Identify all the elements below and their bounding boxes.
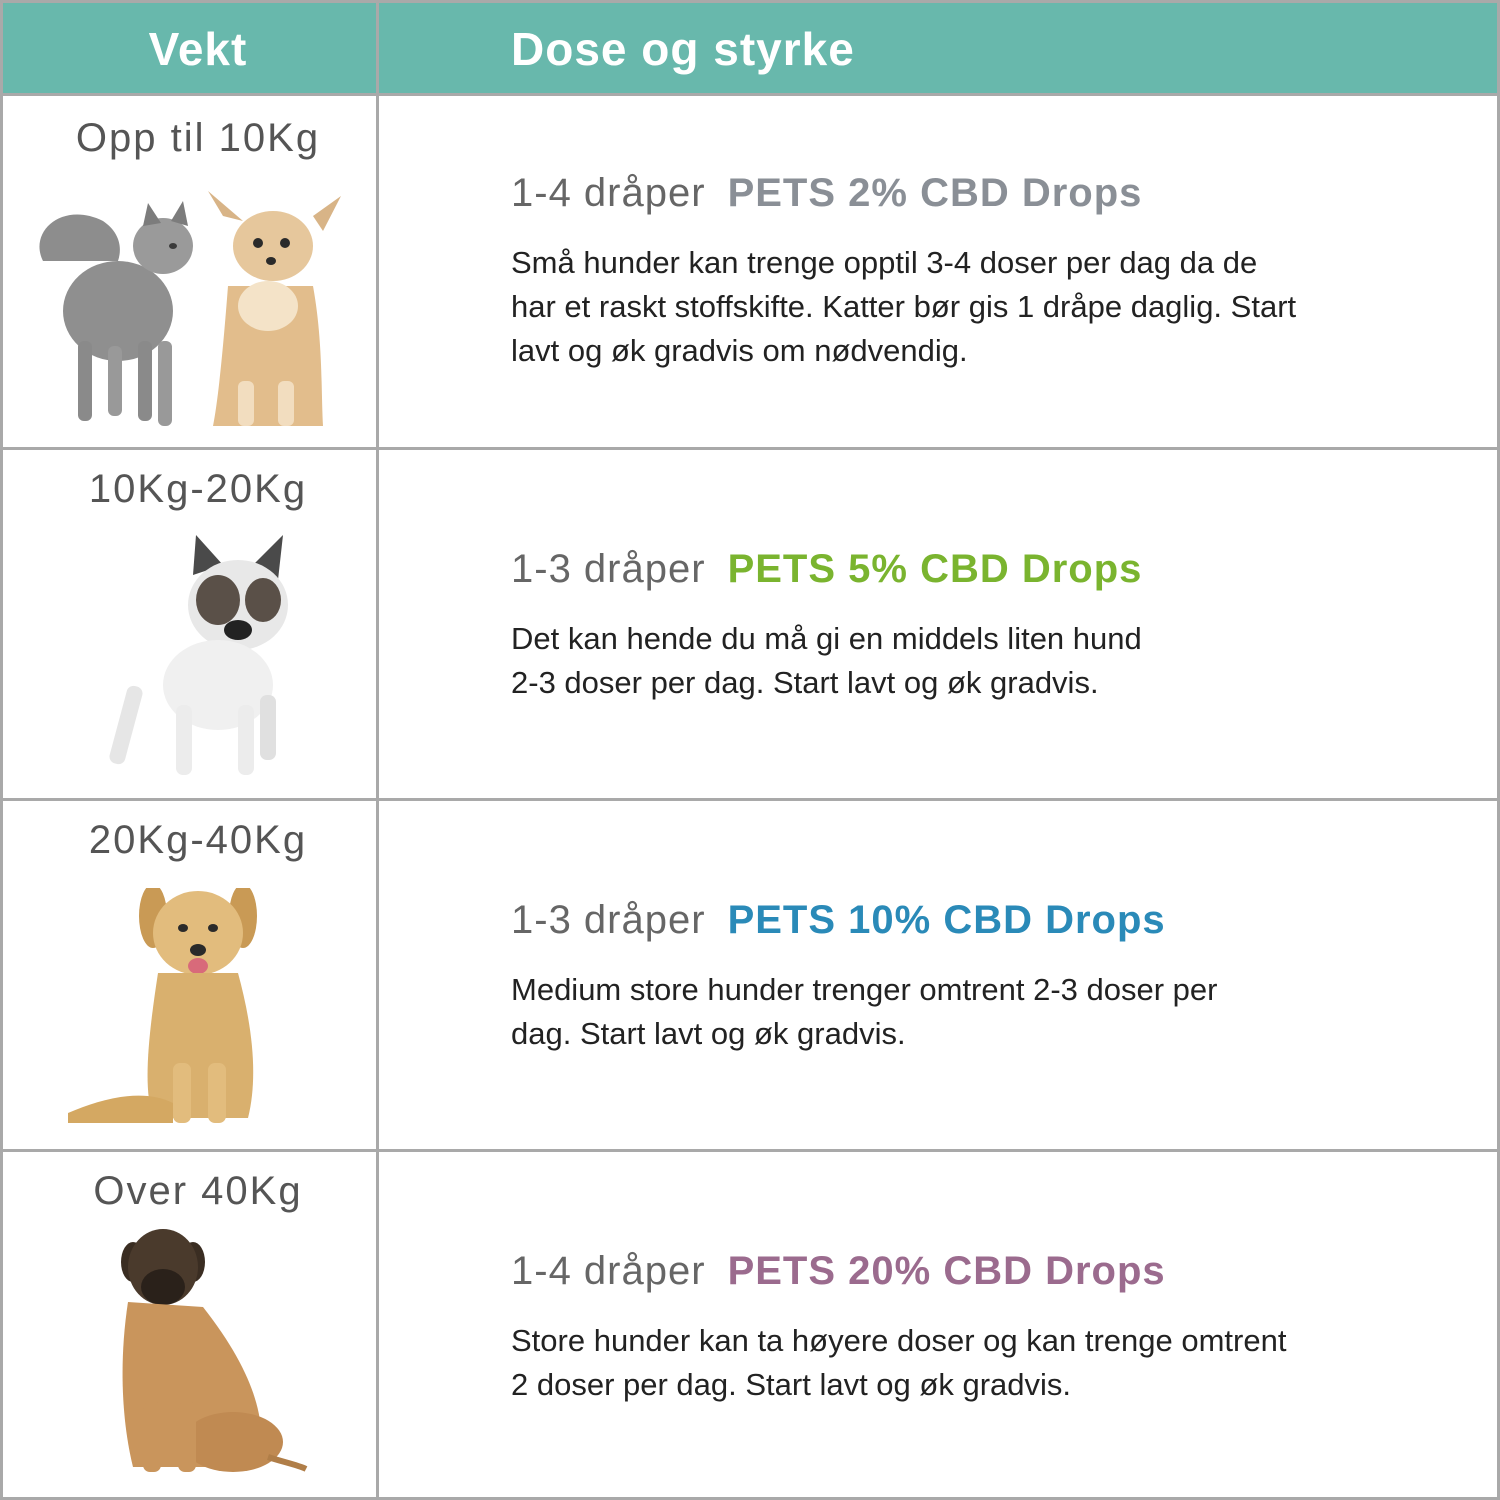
mastiff-icon <box>121 1229 308 1472</box>
header-weight: Vekt <box>148 23 248 75</box>
description-line: dag. Start lavt og øk gradvis. <box>511 1016 906 1051</box>
dose-line: 1-4 dråper PETS 2% CBD Drops <box>511 171 1142 216</box>
table-row: Over 40Kg 1-4 dråper PETS 20% CBD Drops S… <box>0 1149 1500 1500</box>
description-line: Medium store hunder trenger omtrent 2-3 … <box>511 972 1218 1007</box>
description-line: lavt og øk gradvis om nødvendig. <box>511 333 968 368</box>
drops-label: 1-4 dråper <box>511 1249 706 1293</box>
description-line: Små hunder kan trenge opptil 3-4 doser p… <box>511 245 1258 280</box>
table-row: 20Kg-40Kg 1-3 dråper PETS 10% CBD Drops M… <box>0 798 1500 1152</box>
column-divider <box>376 1149 379 1497</box>
product-name: PETS 5% CBD Drops <box>727 547 1143 591</box>
product-name: PETS 2% CBD Drops <box>727 171 1143 215</box>
table-header: Vekt Dose og styrke <box>0 0 1500 96</box>
golden-retriever-icon <box>68 888 257 1123</box>
dose-line: 1-3 dråper PETS 10% CBD Drops <box>511 898 1166 943</box>
drops-label: 1-4 dråper <box>511 171 706 215</box>
drops-label: 1-3 dråper <box>511 898 706 942</box>
weight-label: Opp til 10Kg <box>75 116 321 160</box>
column-divider <box>376 798 379 1149</box>
french-bulldog-icon <box>109 535 288 775</box>
weight-label: Over 40Kg <box>93 1169 303 1213</box>
dose-description: Store hunder kan ta høyere doser og kan … <box>511 1319 1391 1407</box>
description-line: 2 doser per dag. Start lavt og øk gradvi… <box>511 1367 1071 1402</box>
weight-label: 20Kg-40Kg <box>88 818 308 862</box>
description-line: Det kan hende du må gi en middels liten … <box>511 621 1142 656</box>
mastiff-image <box>121 1229 308 1472</box>
cat-and-chihuahua-image <box>39 191 341 426</box>
dose-description: Det kan hende du må gi en middels liten … <box>511 617 1391 705</box>
cat-icon <box>39 201 193 426</box>
chihuahua-icon <box>208 191 341 426</box>
drops-label: 1-3 dråper <box>511 547 706 591</box>
header-dose: Dose og styrke <box>511 23 855 75</box>
product-name: PETS 20% CBD Drops <box>727 1249 1166 1293</box>
column-divider <box>376 447 379 798</box>
column-divider <box>376 3 379 93</box>
golden-retriever-image <box>68 888 257 1123</box>
table-row: Opp til 10Kg <box>0 96 1500 450</box>
french-bulldog-image <box>109 535 288 775</box>
description-line: har et raskt stoffskifte. Katter bør gis… <box>511 289 1297 324</box>
column-divider <box>376 96 379 447</box>
description-line: 2-3 doser per dag. Start lavt og øk grad… <box>511 665 1099 700</box>
dose-line: 1-3 dråper PETS 5% CBD Drops <box>511 547 1142 592</box>
dose-line: 1-4 dråper PETS 20% CBD Drops <box>511 1249 1166 1294</box>
description-line: Store hunder kan ta høyere doser og kan … <box>511 1323 1287 1358</box>
dose-description: Små hunder kan trenge opptil 3-4 doser p… <box>511 241 1391 373</box>
product-name: PETS 10% CBD Drops <box>727 898 1166 942</box>
dose-description: Medium store hunder trenger omtrent 2-3 … <box>511 968 1391 1056</box>
weight-label: 10Kg-20Kg <box>88 467 308 511</box>
table-row: 10Kg-20Kg 1-3 dråper PETS 5% CBD Drops De… <box>0 447 1500 801</box>
